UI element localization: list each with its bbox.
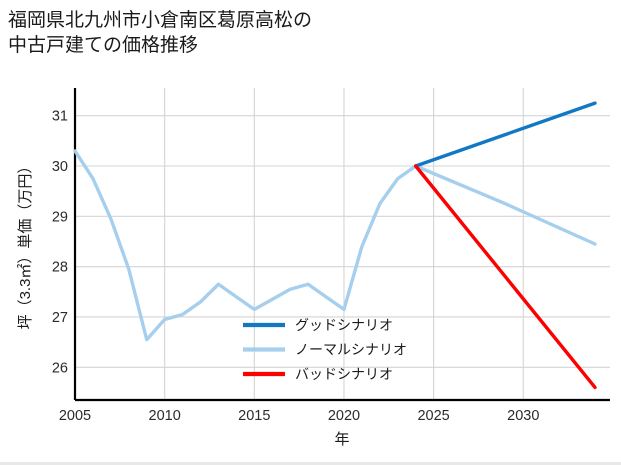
legend-label-ノーマルシナリオ: ノーマルシナリオ <box>295 342 407 358</box>
x-tick-label: 2005 <box>59 408 91 424</box>
legend-label-グッドシナリオ: グッドシナリオ <box>295 317 393 333</box>
x-axis-tick-labels: 2005 2010 2015 2020 2025 2030 <box>59 408 540 424</box>
x-tick-label: 2015 <box>238 408 270 424</box>
y-tick-label: 29 <box>52 209 68 225</box>
y-tick-label: 27 <box>52 310 68 326</box>
y-axis-tick-labels: 26 27 28 29 30 31 <box>52 109 68 377</box>
y-tick-label: 30 <box>52 159 68 175</box>
x-tick-label: 2030 <box>507 408 539 424</box>
footer-divider <box>0 462 621 465</box>
series-line-グッドシナリオ <box>413 101 597 168</box>
x-axis-title: 年 <box>334 431 349 448</box>
x-tick-label: 2025 <box>417 408 449 424</box>
y-tick-label: 26 <box>52 360 68 376</box>
y-tick-label: 28 <box>52 260 68 276</box>
axis-spines <box>73 88 610 402</box>
y-tick-label: 31 <box>52 109 68 125</box>
series-line-ノーマルシナリオ <box>73 149 597 342</box>
page-title: 福岡県北九州市小倉南区葛原高松の 中古戸建ての価格推移 <box>8 10 313 57</box>
y-axis-title: 坪（3.3㎡）単価（万円） <box>17 159 34 330</box>
legend-label-バッドシナリオ: バッドシナリオ <box>295 366 393 382</box>
data-series-group <box>73 101 597 390</box>
series-line-バッドシナリオ <box>413 164 597 390</box>
x-tick-label: 2020 <box>328 408 360 424</box>
x-tick-label: 2010 <box>149 408 181 424</box>
